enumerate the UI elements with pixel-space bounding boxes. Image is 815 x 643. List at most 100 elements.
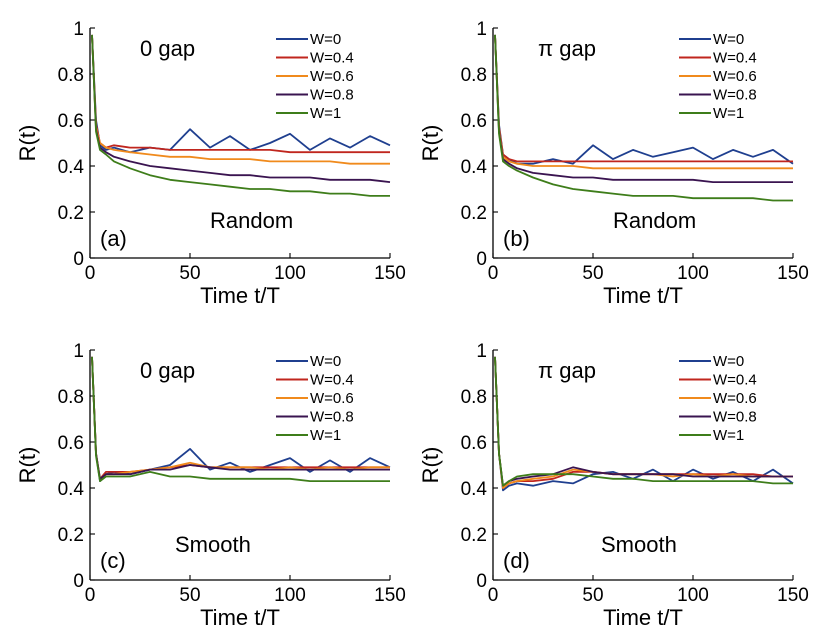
legend: W=0 W=0.4W=0.6 W=0.8W=1 <box>679 353 757 444</box>
y-tick-label: 0 <box>476 571 487 592</box>
legend-label: W=0.8 <box>310 87 354 104</box>
y-tick-label: 0.6 <box>58 111 84 132</box>
series-line-w-1 <box>91 34 390 197</box>
legend-label: W=0.4 <box>713 50 757 67</box>
y-tick-label: 0.6 <box>58 433 84 454</box>
y-tick-label: 0.2 <box>461 203 487 224</box>
regime-annotation: Random <box>210 208 293 233</box>
y-tick-label: 0.2 <box>58 203 84 224</box>
panel-title-annotation: 0 gap <box>140 36 195 61</box>
y-tick-label: 0 <box>73 571 84 592</box>
x-axis-label: Time t/T <box>200 283 280 308</box>
x-tick-label: 100 <box>677 263 709 284</box>
y-tick-label: 0.2 <box>461 525 487 546</box>
series-line-w-0-8 <box>494 34 793 184</box>
x-tick-label: 100 <box>677 585 709 606</box>
legend: W=0 W=0.4W=0.6 W=0.8W=1 <box>276 31 354 122</box>
series-line-w-0-6 <box>91 34 390 165</box>
y-tick-label: 0.6 <box>461 433 487 454</box>
y-tick-label: 0.8 <box>58 65 84 86</box>
series-line-w-1 <box>494 34 793 202</box>
x-tick-label: 100 <box>274 585 306 606</box>
y-axis-label: R(t) <box>15 125 40 162</box>
series-line-w-1 <box>494 356 793 487</box>
x-tick-label: 150 <box>777 263 809 284</box>
y-tick-label: 0.2 <box>58 525 84 546</box>
y-tick-label: 0.6 <box>461 111 487 132</box>
series-line-w-0-6 <box>494 34 793 170</box>
legend: W=0 W=0.4W=0.6 W=0.8W=1 <box>276 353 354 444</box>
x-tick-label: 150 <box>374 263 406 284</box>
panel-title-annotation: π gap <box>538 36 596 61</box>
regime-annotation: Smooth <box>601 532 677 557</box>
legend-label: W=0 <box>310 31 341 48</box>
regime-annotation: Random <box>613 208 696 233</box>
y-tick-label: 0 <box>73 249 84 270</box>
x-tick-label: 150 <box>374 585 406 606</box>
legend-label: W=1 <box>310 427 341 444</box>
legend-label: W=1 <box>310 105 341 122</box>
panel-label: (c) <box>100 548 126 573</box>
y-tick-label: 0.4 <box>461 157 488 178</box>
series-line-w-0 <box>494 356 794 492</box>
x-axis-label: Time t/T <box>603 605 683 630</box>
series-line-w-1 <box>91 356 390 483</box>
panel-title-annotation: π gap <box>538 358 596 383</box>
legend: W=0 W=0.4W=0.6 W=0.8W=1 <box>679 31 757 122</box>
x-tick-label: 50 <box>582 585 603 606</box>
y-tick-label: 1 <box>73 19 84 40</box>
x-axis-label: Time t/T <box>603 283 683 308</box>
y-tick-label: 0.8 <box>461 65 487 86</box>
panel-label: (b) <box>503 226 530 251</box>
legend-label: W=0.8 <box>713 409 757 426</box>
legend-label: W=1 <box>713 105 744 122</box>
panel-label: (d) <box>503 548 530 573</box>
legend-label: W=0.4 <box>310 50 354 67</box>
x-tick-label: 150 <box>777 585 809 606</box>
x-tick-label: 0 <box>85 585 96 606</box>
y-tick-label: 0.8 <box>58 387 84 408</box>
legend-label: W=0.6 <box>310 68 354 85</box>
y-tick-label: 0.4 <box>58 479 85 500</box>
y-tick-label: 0.8 <box>461 387 487 408</box>
y-tick-label: 1 <box>476 19 487 40</box>
legend-label: W=0 <box>713 353 744 370</box>
y-axis-label: R(t) <box>15 447 40 484</box>
legend-label: W=0.8 <box>713 87 757 104</box>
legend-label: W=0 <box>310 353 341 370</box>
x-tick-label: 0 <box>488 585 499 606</box>
legend-label: W=0.6 <box>713 68 757 85</box>
y-tick-label: 0.4 <box>58 157 85 178</box>
y-axis-label: R(t) <box>418 125 443 162</box>
y-tick-label: 1 <box>73 341 84 362</box>
x-tick-label: 0 <box>85 263 96 284</box>
series-line-w-0-8 <box>91 356 390 480</box>
legend-label: W=1 <box>713 427 744 444</box>
legend-label: W=0 <box>713 31 744 48</box>
panel-title-annotation: 0 gap <box>140 358 195 383</box>
x-tick-label: 50 <box>179 263 200 284</box>
y-tick-label: 1 <box>476 341 487 362</box>
series-line-w-0 <box>91 34 391 154</box>
legend-label: W=0.4 <box>310 372 354 389</box>
legend-label: W=0.8 <box>310 409 354 426</box>
legend-label: W=0.6 <box>713 390 757 407</box>
x-tick-label: 50 <box>179 585 200 606</box>
regime-annotation: Smooth <box>175 532 251 557</box>
legend-label: W=0.6 <box>310 390 354 407</box>
x-tick-label: 0 <box>488 263 499 284</box>
y-tick-label: 0.4 <box>461 479 488 500</box>
x-axis-label: Time t/T <box>200 605 280 630</box>
x-tick-label: 100 <box>274 263 306 284</box>
series-line-w-0-8 <box>91 34 391 183</box>
panel-label: (a) <box>100 226 127 251</box>
series-line-w-0-4 <box>494 34 793 163</box>
y-tick-label: 0 <box>476 249 487 270</box>
x-tick-label: 50 <box>582 263 603 284</box>
legend-label: W=0.4 <box>713 372 757 389</box>
